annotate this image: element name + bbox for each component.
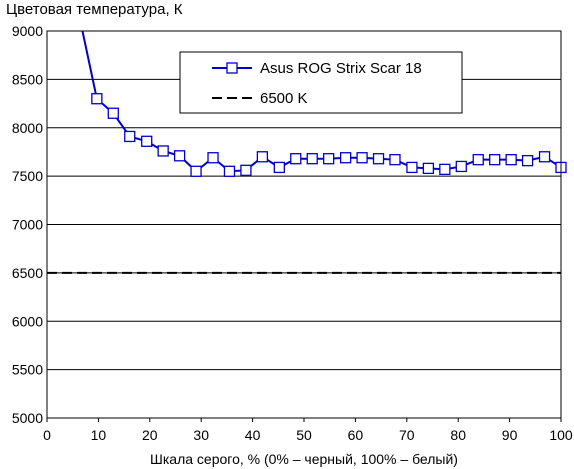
data-point <box>489 154 501 166</box>
x-tick-label: 40 <box>245 427 261 443</box>
y-tick-label: 6500 <box>12 265 43 281</box>
x-tick-label: 50 <box>296 427 312 443</box>
data-point <box>223 165 236 177</box>
legend-marker <box>226 62 238 74</box>
data-point <box>190 165 202 177</box>
data-point <box>323 153 335 165</box>
data-point <box>389 154 401 166</box>
data-point <box>439 163 451 176</box>
y-tick-label: 6000 <box>12 313 43 329</box>
data-point <box>124 130 136 143</box>
legend-entry: 6500 K <box>260 90 308 107</box>
data-point <box>472 154 484 166</box>
chart-title: Цветовая температура, К <box>6 1 183 18</box>
data-point <box>339 152 352 164</box>
y-tick-label: 9000 <box>12 23 43 39</box>
data-point <box>256 151 269 163</box>
x-tick-label: 100 <box>549 427 573 443</box>
data-point <box>356 152 368 164</box>
data-point <box>455 160 467 173</box>
data-point <box>141 135 153 147</box>
data-point <box>290 153 302 165</box>
legend-box <box>179 51 463 114</box>
x-tick-label: 90 <box>502 427 518 443</box>
y-tick-label: 8500 <box>12 71 43 87</box>
x-tick-label: 10 <box>91 427 107 443</box>
legend-entry: Asus ROG Strix Scar 18 <box>260 60 422 77</box>
data-point <box>207 152 219 164</box>
data-point <box>505 154 517 166</box>
data-point <box>240 164 252 176</box>
x-tick-label: 20 <box>142 427 158 443</box>
data-point <box>406 161 418 174</box>
x-tick-label: 0 <box>43 427 51 443</box>
x-tick-label: 80 <box>450 427 466 443</box>
y-tick-label: 7000 <box>12 217 43 233</box>
data-point <box>306 153 318 165</box>
y-tick-label: 5000 <box>12 410 43 426</box>
x-tick-label: 30 <box>193 427 209 443</box>
data-point <box>538 151 551 163</box>
y-axis-ticks: 5000 5500 6000 6500 7000 7500 8000 8500 9000 <box>12 23 43 426</box>
data-point <box>372 153 385 165</box>
data-point <box>173 150 186 162</box>
data-point <box>521 154 534 167</box>
series-layer <box>47 31 567 274</box>
data-point <box>157 145 169 157</box>
y-tick-label: 5500 <box>12 362 43 378</box>
x-tick-label: 70 <box>399 427 415 443</box>
data-point <box>107 107 119 119</box>
x-axis-label: Шкала серого, % (0% – черный, 100% – бел… <box>150 451 458 467</box>
y-tick-label: 7500 <box>12 168 43 184</box>
x-axis-ticks: 0 10 20 30 40 50 60 70 80 90 100 <box>43 418 573 443</box>
data-point <box>273 161 285 174</box>
x-tick-label: 60 <box>348 427 364 443</box>
y-tick-label: 8000 <box>12 120 43 136</box>
data-point <box>91 93 103 105</box>
legend: Asus ROG Strix Scar 18 6500 K <box>179 51 463 114</box>
data-point <box>422 162 435 175</box>
